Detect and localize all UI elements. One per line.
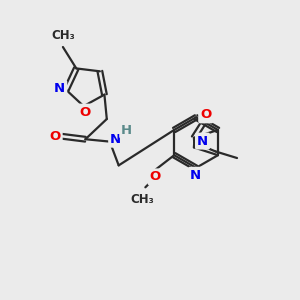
Text: H: H [121,124,132,137]
Text: CH₃: CH₃ [51,29,75,42]
Text: O: O [200,108,212,122]
Text: N: N [190,169,201,182]
Text: N: N [110,133,121,146]
Text: O: O [149,170,161,183]
Text: N: N [54,82,65,95]
Text: O: O [50,130,61,143]
Text: O: O [80,106,91,118]
Text: N: N [197,135,208,148]
Text: CH₃: CH₃ [130,193,154,206]
